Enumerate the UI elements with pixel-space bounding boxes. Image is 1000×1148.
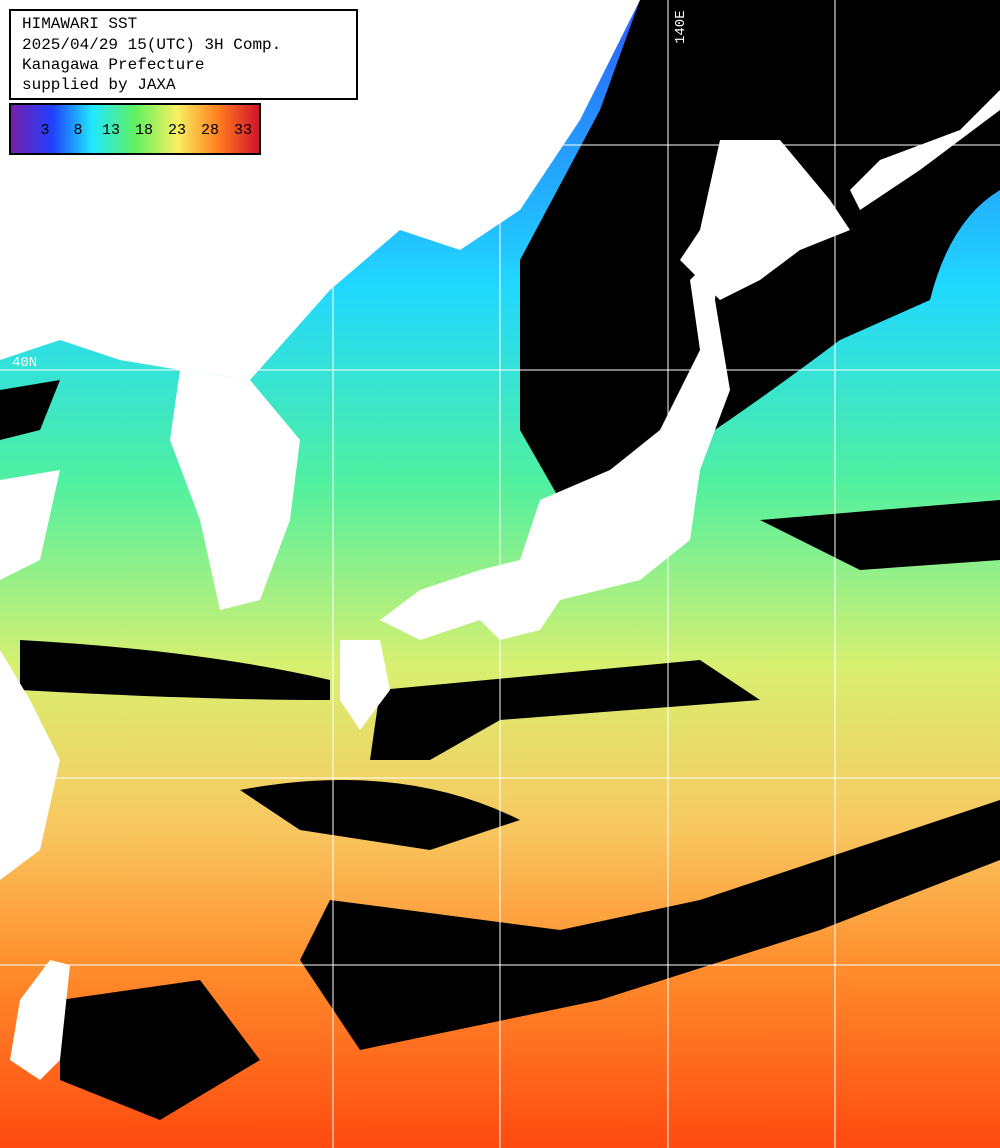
lat-label: 40N [12,355,37,371]
colorbar-label: 3 [40,122,49,139]
colorbar-label: 28 [201,122,219,139]
colorbar-labels: 3 8 13 18 23 28 33 [40,122,252,139]
title: HIMAWARI SST [22,15,137,33]
colorbar-label: 8 [73,122,82,139]
datetime: 2025/04/29 15(UTC) 3H Comp. [22,36,281,54]
lon-label: 140E [673,10,689,44]
header-box [9,9,358,100]
colorbar [9,103,261,155]
credit: supplied by JAXA [22,76,176,94]
cloud-cover [0,0,1000,1120]
colorbar-label: 23 [168,122,186,139]
colorbar-label: 33 [234,122,252,139]
organization: Kanagawa Prefecture [22,56,204,74]
colorbar-label: 13 [102,122,120,139]
colorbar-label: 18 [135,122,153,139]
